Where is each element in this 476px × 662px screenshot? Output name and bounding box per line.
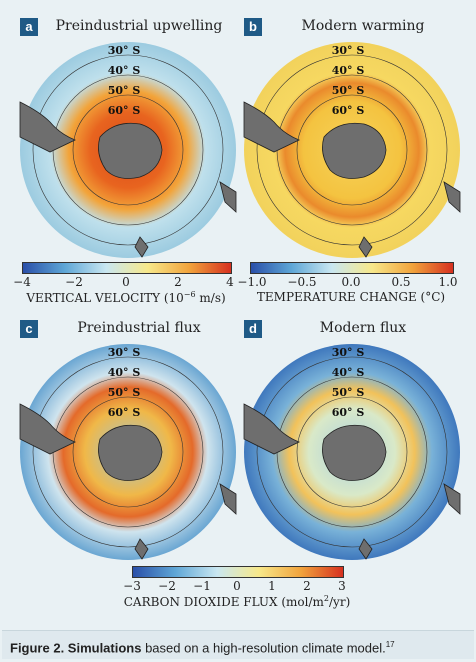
panel-label-c: c [20,320,38,338]
velocity-tick-2: 0 [122,275,130,289]
colorbar-flux-gradient [132,566,344,578]
flux-tick-4: 1 [268,579,276,593]
panel-title-b: Modern warming [301,18,425,34]
lat-label-d-50: 50° S [332,386,365,399]
panel-a: a Preindustrial upwelling 30° S 40° S 50… [19,10,237,260]
velocity-label-text: VERTICAL VELOCITY (10 [26,291,184,305]
flux-tick-3: 0 [233,579,241,593]
flux-tick-0: −3 [123,579,141,593]
colorbar-flux: −3 −2 −1 0 1 2 3 CARBON DIOXIDE FLUX (mo… [123,566,350,616]
panel-label-d: d [244,320,262,338]
colorbar-velocity-label: VERTICAL VELOCITY (10−6 m/s) [22,290,230,305]
lat-label-a-50: 50° S [108,84,141,97]
panel-title-d: Modern flux [319,320,407,336]
flux-label-text: CARBON DIOXIDE FLUX (mol/m [123,595,324,609]
flux-tick-6: 3 [338,579,346,593]
lat-label-d-40: 40° S [332,366,365,379]
lat-label-b-50: 50° S [332,84,365,97]
temperature-tick-0: −1.0 [237,275,267,289]
velocity-tick-3: 2 [174,275,182,289]
lat-label-c-60: 60° S [108,406,141,419]
map-a: 30° S 40° S 50° S 60° S [19,42,237,258]
lat-label-c-30: 30° S [108,346,141,359]
flux-label-exponent: 2 [323,594,330,603]
colorbar-temperature: −1.0 −0.5 0.0 0.5 1.0 TEMPERATURE CHANGE… [237,262,458,310]
temperature-tick-1: −0.5 [287,275,317,289]
colorbar-temperature-label: TEMPERATURE CHANGE (°C) [256,290,446,304]
colorbar-velocity-gradient [22,262,232,274]
lat-label-c-50: 50° S [108,386,141,399]
lat-label-a-60: 60° S [108,104,141,117]
panel-d: d Modern flux 30° S 40° S 50° S 60° S [243,312,461,562]
colorbar-temperature-gradient [250,262,454,274]
colorbar-velocity: −4 −2 0 2 4 VERTICAL VELOCITY (10−6 m/s) [13,262,234,310]
velocity-label-unit: m/s) [195,291,226,305]
panel-c: c Preindustrial flux 30° S 40° S 50° S 6… [19,312,237,562]
panel-label-b: b [244,18,262,36]
figure-caption: Figure 2. Simulations based on a high-re… [2,630,474,659]
colorbar-flux-label: CARBON DIOXIDE FLUX (mol/m2/yr) [112,594,362,609]
temperature-tick-4: 1.0 [438,275,458,289]
velocity-tick-0: −4 [13,275,31,289]
lat-label-b-30: 30° S [332,44,365,57]
flux-tick-2: −1 [193,579,211,593]
temperature-tick-2: 0.0 [341,275,361,289]
map-c: 30° S 40° S 50° S 60° S [19,344,237,560]
lat-label-c-40: 40° S [108,366,141,379]
flux-label-unit: /yr) [329,595,351,609]
lat-label-a-40: 40° S [108,64,141,77]
velocity-tick-1: −2 [65,275,83,289]
map-b: 30° S 40° S 50° S 60° S [243,42,461,258]
flux-tick-1: −2 [158,579,176,593]
velocity-tick-4: 4 [226,275,234,289]
lat-label-b-60: 60° S [332,104,365,117]
lat-label-d-60: 60° S [332,406,365,419]
velocity-label-exponent: −6 [183,290,196,299]
lat-label-b-40: 40° S [332,64,365,77]
panel-title-c: Preindustrial flux [77,320,201,336]
flux-tick-5: 2 [303,579,311,593]
caption-bold: Figure 2. Simulations [10,640,142,656]
caption-reference: 17 [385,640,395,649]
lat-label-d-30: 30° S [332,346,365,359]
temperature-tick-3: 0.5 [391,275,411,289]
lat-label-a-30: 30° S [108,44,141,57]
panel-title-a: Preindustrial upwelling [55,18,223,34]
caption-text: based on a high-resolution climate model… [141,640,386,656]
panel-label-a: a [20,18,38,36]
panel-b: b Modern warming 30° S 40° S 50° S 60° S [243,10,461,260]
map-d: 30° S 40° S 50° S 60° S [243,344,461,560]
